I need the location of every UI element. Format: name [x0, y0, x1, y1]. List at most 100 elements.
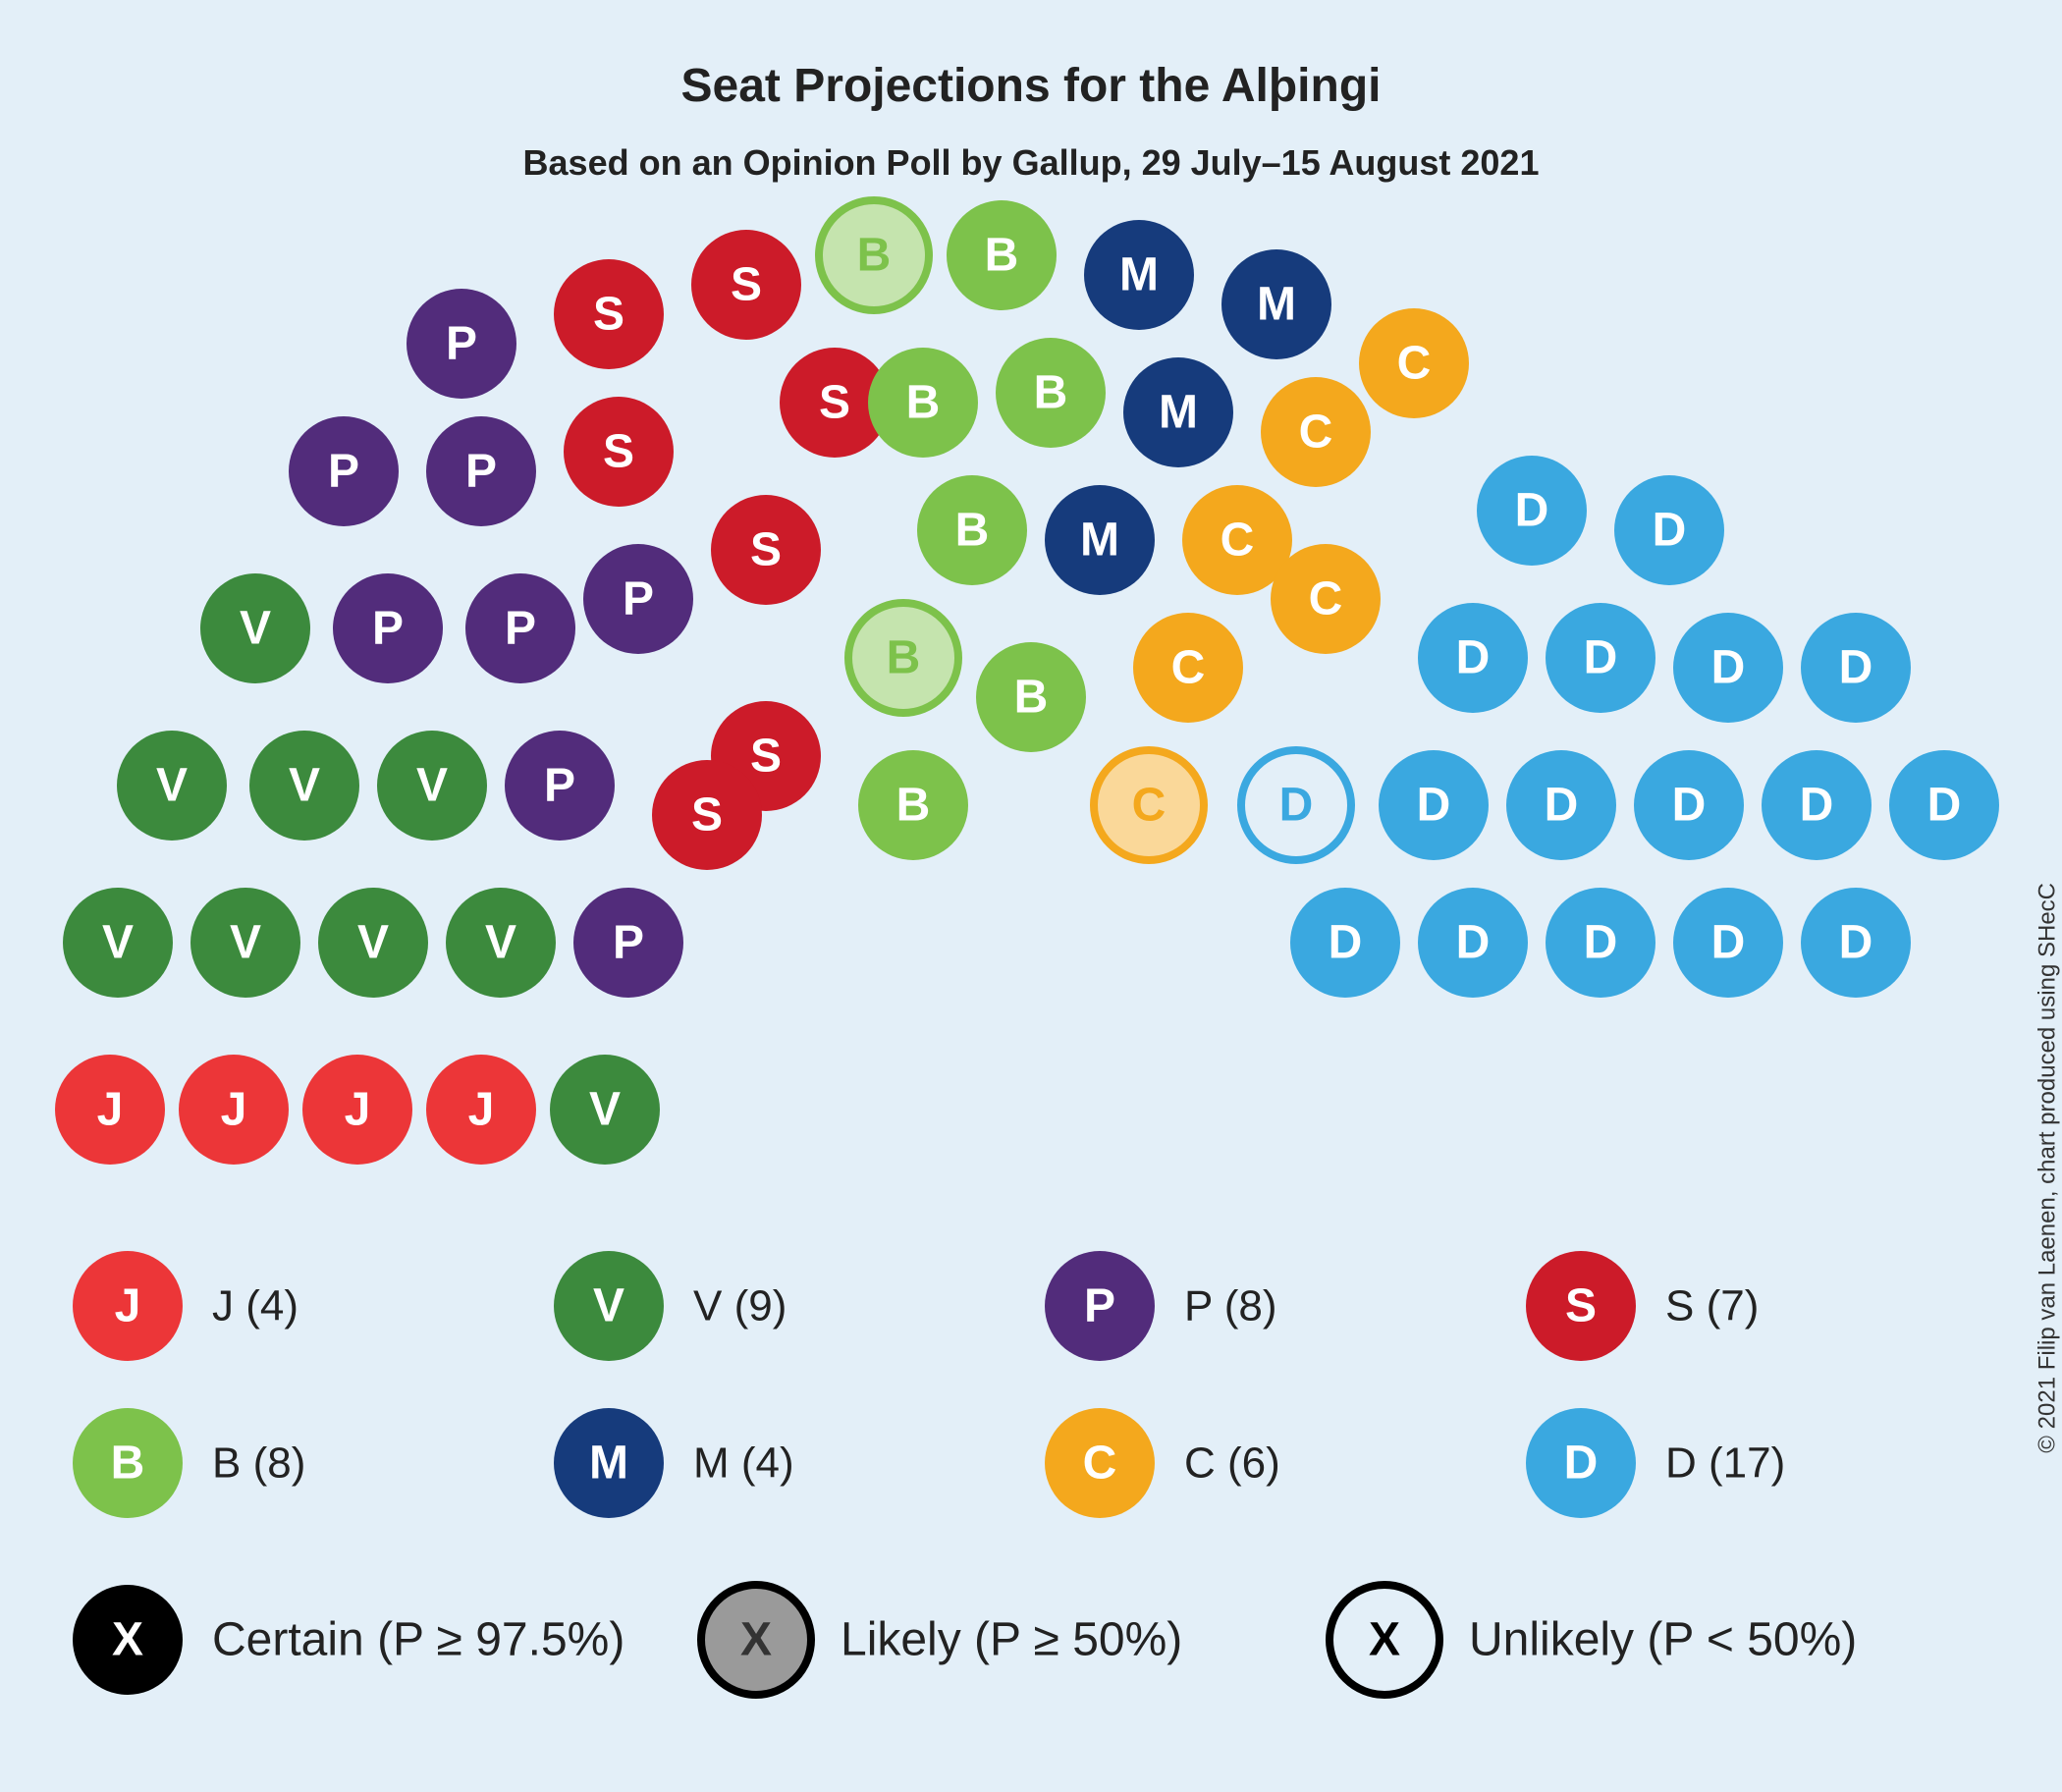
- legend-item-M: MM (4): [554, 1408, 794, 1518]
- svg-text:V: V: [485, 917, 516, 969]
- seat-B: B: [917, 475, 1027, 585]
- page: Seat Projections for the Alþingi Based o…: [0, 0, 2062, 1792]
- svg-text:X: X: [1369, 1614, 1400, 1666]
- seat-P: P: [573, 888, 683, 998]
- seat-D: D: [1762, 750, 1872, 860]
- seat-D: D: [1506, 750, 1616, 860]
- seat-B: B: [947, 200, 1057, 310]
- seat-B: B: [996, 338, 1106, 448]
- seat-V: V: [318, 888, 428, 998]
- svg-text:P: P: [446, 318, 477, 370]
- seat-C: C: [1094, 750, 1204, 860]
- seat-D: D: [1889, 750, 1999, 860]
- seat-V: V: [63, 888, 173, 998]
- svg-text:C: C: [1221, 515, 1255, 567]
- svg-text:V: V: [416, 760, 448, 812]
- svg-text:D: D: [1672, 780, 1707, 832]
- svg-text:D: D: [1329, 917, 1363, 969]
- seat-V: V: [117, 731, 227, 841]
- seat-C: C: [1359, 308, 1469, 418]
- seat-M: M: [1123, 357, 1233, 467]
- hemicycle-chart: JJJJVVVVVVVVVPPPPPPPPSSSSSSSBBBBBBBBMMMM…: [0, 0, 2062, 1792]
- svg-text:B: B: [1034, 367, 1068, 419]
- legend-item-J: JJ (4): [73, 1251, 298, 1361]
- svg-text:V: V: [589, 1084, 621, 1136]
- seat-D: D: [1801, 613, 1911, 723]
- svg-text:X: X: [740, 1614, 772, 1666]
- seat-P: P: [465, 573, 575, 683]
- seat-D: D: [1477, 456, 1587, 566]
- svg-text:S: S: [603, 426, 634, 478]
- seat-P: P: [426, 416, 536, 526]
- seat-S: S: [691, 230, 801, 340]
- status-legend-certain: XCertain (P ≥ 97.5%): [73, 1585, 624, 1695]
- seat-D: D: [1418, 603, 1528, 713]
- svg-text:C: C: [1083, 1438, 1117, 1490]
- seat-B: B: [848, 603, 958, 713]
- svg-text:D: D: [1839, 917, 1873, 969]
- svg-text:M: M: [1080, 515, 1119, 567]
- seat-V: V: [377, 731, 487, 841]
- svg-text:B: B: [111, 1438, 145, 1490]
- svg-text:S: S: [750, 524, 782, 576]
- seat-M: M: [1084, 220, 1194, 330]
- svg-text:D: D: [1545, 780, 1579, 832]
- svg-text:S: S: [731, 259, 762, 311]
- svg-text:Certain (P ≥ 97.5%): Certain (P ≥ 97.5%): [212, 1614, 624, 1666]
- seat-D: D: [1546, 603, 1655, 713]
- svg-text:J: J: [468, 1084, 495, 1136]
- svg-text:V: V: [156, 760, 188, 812]
- svg-text:D: D: [1711, 917, 1746, 969]
- seat-P: P: [407, 289, 516, 399]
- seat-D: D: [1241, 750, 1351, 860]
- svg-text:V: V: [240, 603, 271, 655]
- svg-text:D: D: [1800, 780, 1834, 832]
- seat-V: V: [190, 888, 300, 998]
- svg-text:P: P: [505, 603, 536, 655]
- seat-P: P: [333, 573, 443, 683]
- seat-D: D: [1418, 888, 1528, 998]
- legend-item-P: PP (8): [1045, 1251, 1277, 1361]
- svg-text:S: S: [593, 289, 624, 341]
- legend-label: B (8): [212, 1439, 305, 1488]
- svg-text:M: M: [1119, 249, 1159, 301]
- svg-text:J: J: [221, 1084, 247, 1136]
- seat-P: P: [583, 544, 693, 654]
- legend-label: S (7): [1665, 1282, 1759, 1330]
- svg-text:S: S: [819, 377, 850, 429]
- svg-text:B: B: [955, 505, 990, 557]
- svg-text:V: V: [593, 1280, 624, 1332]
- svg-text:P: P: [613, 917, 644, 969]
- svg-text:D: D: [1584, 632, 1618, 684]
- svg-text:D: D: [1417, 780, 1451, 832]
- svg-text:D: D: [1584, 917, 1618, 969]
- svg-text:S: S: [1565, 1280, 1597, 1332]
- legend-item-B: B B (8): [73, 1408, 305, 1518]
- legend-label: D (17): [1665, 1439, 1785, 1488]
- legend-label: V (9): [693, 1282, 787, 1330]
- seat-S: S: [652, 760, 762, 870]
- svg-text:B: B: [1014, 672, 1049, 724]
- seat-P: P: [505, 731, 615, 841]
- svg-text:J: J: [345, 1084, 371, 1136]
- seat-D: D: [1290, 888, 1400, 998]
- svg-text:D: D: [1839, 642, 1873, 694]
- svg-text:C: C: [1309, 573, 1343, 625]
- svg-text:B: B: [896, 780, 931, 832]
- svg-text:J: J: [97, 1084, 124, 1136]
- svg-text:V: V: [230, 917, 261, 969]
- legend-item-C: CC (6): [1045, 1408, 1280, 1518]
- seat-J: J: [55, 1055, 165, 1165]
- svg-text:C: C: [1299, 407, 1333, 459]
- seat-D: D: [1614, 475, 1724, 585]
- svg-text:M: M: [589, 1438, 628, 1490]
- seat-M: M: [1045, 485, 1155, 595]
- svg-text:S: S: [750, 731, 782, 783]
- seat-V: V: [446, 888, 556, 998]
- chart-title: Seat Projections for the Alþingi: [0, 59, 2062, 113]
- seat-J: J: [302, 1055, 412, 1165]
- seat-P: P: [289, 416, 399, 526]
- status-legend-likely: X Likely (P ≥ 50%): [701, 1585, 1182, 1695]
- svg-text:Likely (P ≥ 50%): Likely (P ≥ 50%): [841, 1614, 1182, 1666]
- svg-text:P: P: [1084, 1280, 1115, 1332]
